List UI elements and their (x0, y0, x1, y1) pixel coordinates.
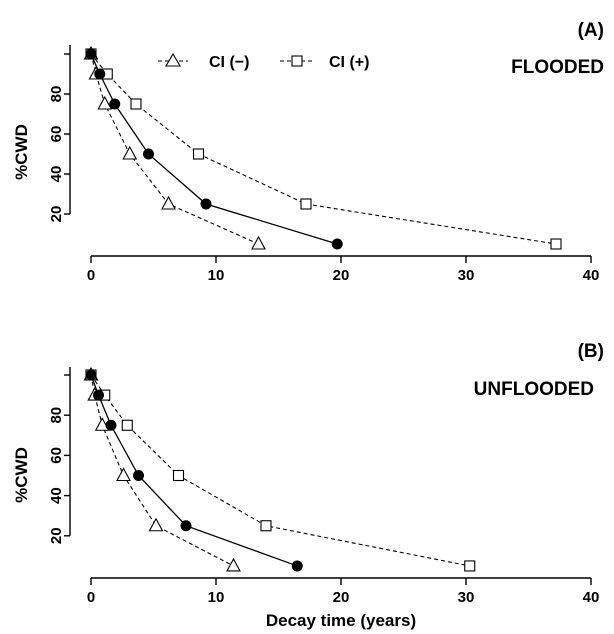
panel-a-x-tick-label: 30 (458, 267, 475, 284)
panel-a-ci-minus-point (122, 145, 138, 160)
panel-a-ci-minus-point (97, 95, 113, 110)
legend-ci-minus-marker (165, 52, 181, 67)
panel-b-condition-label: UNFLOODED (474, 379, 594, 400)
panel-b-axes: 20 40 60 80 0 10 20 30 40 (48, 367, 599, 606)
panel-a-x-tick-label: 0 (87, 267, 95, 284)
panel-b-y-axis-label: %CWD (12, 447, 31, 503)
panel-a-label: (A) (578, 20, 604, 41)
panel-b-observed-point (133, 470, 144, 481)
panel-b-ci-minus-line (90, 374, 234, 567)
panel-a-ci-plus-point (130, 98, 142, 110)
panel-b-ci-minus-point (94, 417, 110, 431)
panel-a-ci-plus-point (192, 148, 205, 160)
panel-a-axes: 20 40 60 80 0 10 20 30 40 (48, 45, 599, 284)
panel-a-observed-line (90, 53, 338, 245)
panel-a-x-tick-label: 40 (583, 267, 600, 284)
panel-a-ci-minus-point (161, 195, 176, 210)
panel-b-observed-point (105, 419, 117, 431)
panel-a-ci-plus-point (300, 198, 312, 210)
panel-a-y-tick-label: 40 (48, 166, 65, 183)
panel-a-x-tick-label: 20 (333, 267, 350, 284)
panel-a-y-tick-label: 60 (48, 126, 65, 143)
panel-b-x-tick-label: 0 (87, 589, 95, 606)
panel-b-ci-plus-line (90, 374, 470, 567)
panel-b-observed-point (291, 560, 303, 572)
panel-b-ci-plus-point (121, 419, 133, 431)
panel-b-ci-minus-point (226, 557, 241, 572)
panel-a-series (83, 45, 562, 250)
legend-ci-minus-label: CI (−) (209, 54, 249, 71)
panel-b-observed-point (93, 389, 104, 401)
panel-b-label: (B) (578, 341, 604, 362)
panel-a-observed-point (94, 68, 106, 80)
panel-b-y-tick-label: 20 (48, 527, 65, 544)
panel-b-ci-plus-point (464, 560, 476, 572)
legend: CI (−) CI (+) (158, 52, 369, 71)
x-axis-label: Decay time (years) (266, 611, 416, 630)
legend-ci-plus-label: CI (+) (329, 54, 369, 71)
panel-b-observed-point (180, 520, 192, 532)
panel-a-observed-point (85, 48, 97, 60)
panel-b-ci-plus-point (260, 520, 272, 532)
legend-ci-plus-marker (291, 55, 303, 67)
panel-a-observed-point (200, 198, 212, 210)
panel-a-observed-point (109, 98, 121, 110)
panel-b-x-tick-label: 40 (583, 589, 600, 606)
panel-a-ci-plus-point (550, 238, 562, 250)
panel-a-flooded: (A) FLOODED %CWD 20 40 60 80 0 10 20 30 40 CI (−… (12, 20, 604, 284)
panel-b-y-tick-label: 80 (48, 407, 65, 424)
panel-b-series (83, 366, 476, 572)
panel-a-y-tick-label: 20 (48, 206, 65, 223)
panel-b-y-tick-label: 60 (48, 447, 65, 464)
panel-a-observed-point (143, 148, 154, 160)
panel-b-ci-plus-point (172, 469, 185, 482)
panel-b-observed-point (85, 369, 97, 381)
panel-b-y-tick-label: 40 (48, 487, 65, 504)
panel-b-x-tick-label: 30 (458, 589, 475, 606)
panel-b-x-tick-label: 20 (333, 589, 350, 606)
panel-a-y-axis-label: %CWD (12, 124, 31, 180)
panel-a-ci-minus-point (251, 235, 266, 250)
panel-b-ci-minus-point (148, 517, 164, 532)
panel-a-x-tick-label: 10 (208, 267, 225, 284)
panel-b-ci-minus-point (116, 467, 131, 482)
panel-a-y-tick-label: 80 (48, 86, 65, 103)
panel-b-x-tick-label: 10 (208, 589, 225, 606)
panel-a-observed-point (331, 238, 343, 250)
panel-a-condition-label: FLOODED (511, 57, 604, 78)
panel-b-unflooded: (B) UNFLOODED %CWD Decay time (years) 20… (12, 341, 604, 630)
panel-a-ci-plus-line (90, 53, 557, 245)
